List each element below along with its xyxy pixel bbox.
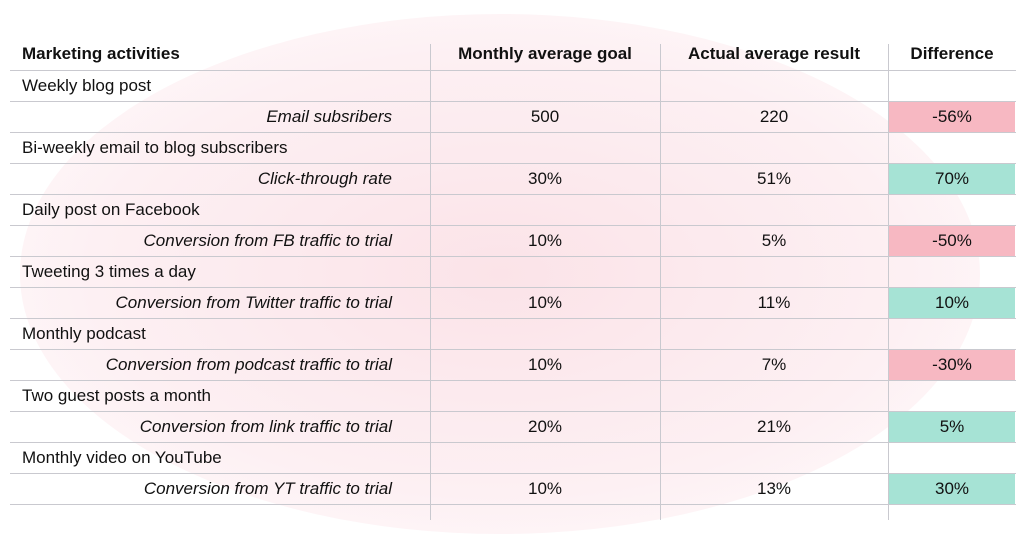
goal: 500 — [530, 106, 560, 126]
actual: 5% — [761, 230, 787, 250]
row-line — [10, 163, 1016, 164]
difference-cell: -56% — [889, 102, 1015, 132]
difference-cell: 5% — [889, 412, 1015, 442]
row-line — [10, 411, 1016, 412]
row-line — [10, 101, 1016, 102]
metric: Conversion from YT traffic to trial — [143, 478, 392, 498]
goal: 10% — [527, 354, 563, 374]
row-line — [10, 380, 1016, 381]
difference-cell: -30% — [889, 350, 1015, 380]
background-oval — [20, 14, 980, 534]
metric: Email subsribers — [266, 106, 392, 126]
actual: 21% — [756, 416, 792, 436]
row-line — [10, 256, 1016, 257]
row-line — [10, 194, 1016, 195]
header-cell: Monthly average goal — [458, 44, 632, 63]
row-line — [10, 287, 1016, 288]
activity: Monthly video on YouTube — [22, 447, 222, 467]
row-line — [10, 225, 1016, 226]
row-line — [10, 473, 1016, 474]
metric: Conversion from Twitter traffic to trial — [115, 292, 392, 312]
header-cell: Marketing activities — [22, 44, 180, 63]
metric: Conversion from link traffic to trial — [139, 416, 392, 436]
header-cell: Difference — [910, 44, 994, 63]
metric: Conversion from podcast traffic to trial — [105, 354, 392, 374]
activity: Bi-weekly email to blog subscribers — [22, 137, 288, 157]
goal: 20% — [527, 416, 563, 436]
activity: Monthly podcast — [22, 323, 146, 343]
activity: Weekly blog post — [22, 75, 152, 95]
difference-cell: 10% — [889, 288, 1015, 318]
row-line — [10, 318, 1016, 319]
difference-cell: 30% — [889, 474, 1015, 504]
row-line — [10, 442, 1016, 443]
row-line — [10, 349, 1016, 350]
row-line — [10, 132, 1016, 133]
activity: Two guest posts a month — [22, 385, 211, 405]
metric: Click-through rate — [257, 168, 392, 188]
actual: 7% — [761, 354, 787, 374]
header-cell: Actual average result — [688, 44, 860, 63]
difference-cell: -50% — [889, 226, 1015, 256]
actual: 13% — [756, 478, 792, 498]
difference-cell: 70% — [889, 164, 1015, 194]
activity: Tweeting 3 times a day — [22, 261, 196, 281]
row-line — [10, 504, 1016, 505]
goal: 30% — [527, 168, 563, 188]
column-line — [430, 44, 431, 520]
actual: 11% — [757, 292, 791, 312]
actual: 220 — [759, 106, 789, 126]
column-line — [660, 44, 661, 520]
row-line — [10, 70, 1016, 71]
actual: 51% — [756, 168, 792, 188]
column-line — [888, 44, 889, 520]
goal: 10% — [527, 230, 563, 250]
activity: Daily post on Facebook — [22, 199, 200, 219]
goal: 10% — [527, 478, 563, 498]
metric: Conversion from FB traffic to trial — [143, 230, 392, 250]
goal: 10% — [527, 292, 563, 312]
